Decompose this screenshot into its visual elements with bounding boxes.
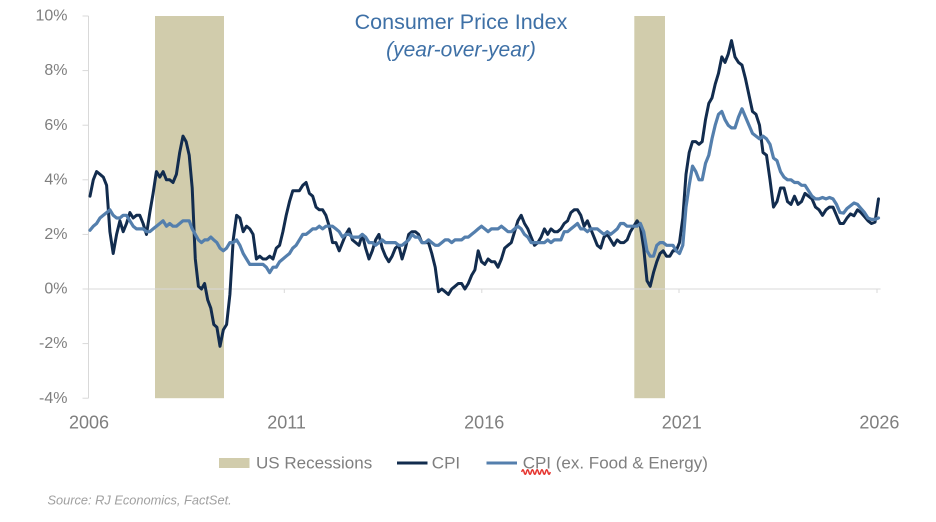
svg-text:2016: 2016: [464, 413, 504, 433]
svg-text:US Recessions: US Recessions: [256, 454, 372, 473]
svg-text:2%: 2%: [44, 226, 67, 243]
svg-text:-4%: -4%: [39, 390, 67, 407]
svg-text:0%: 0%: [44, 281, 67, 298]
svg-text:2026: 2026: [859, 413, 899, 433]
svg-text:CPI (ex. Food & Energy): CPI (ex. Food & Energy): [523, 454, 708, 473]
svg-text:2021: 2021: [662, 413, 702, 433]
svg-text:(year-over-year): (year-over-year): [386, 39, 536, 62]
svg-text:CPI: CPI: [432, 454, 460, 473]
svg-text:2011: 2011: [267, 413, 306, 433]
svg-text:10%: 10%: [35, 8, 67, 25]
svg-text:2006: 2006: [69, 413, 109, 433]
svg-text:4%: 4%: [44, 171, 67, 188]
svg-text:-2%: -2%: [39, 335, 67, 352]
svg-text:Source: RJ Economics, FactSet.: Source: RJ Economics, FactSet.: [48, 493, 232, 508]
svg-text:8%: 8%: [44, 62, 67, 79]
svg-text:Consumer Price Index: Consumer Price Index: [355, 10, 568, 34]
svg-text:6%: 6%: [44, 117, 67, 134]
